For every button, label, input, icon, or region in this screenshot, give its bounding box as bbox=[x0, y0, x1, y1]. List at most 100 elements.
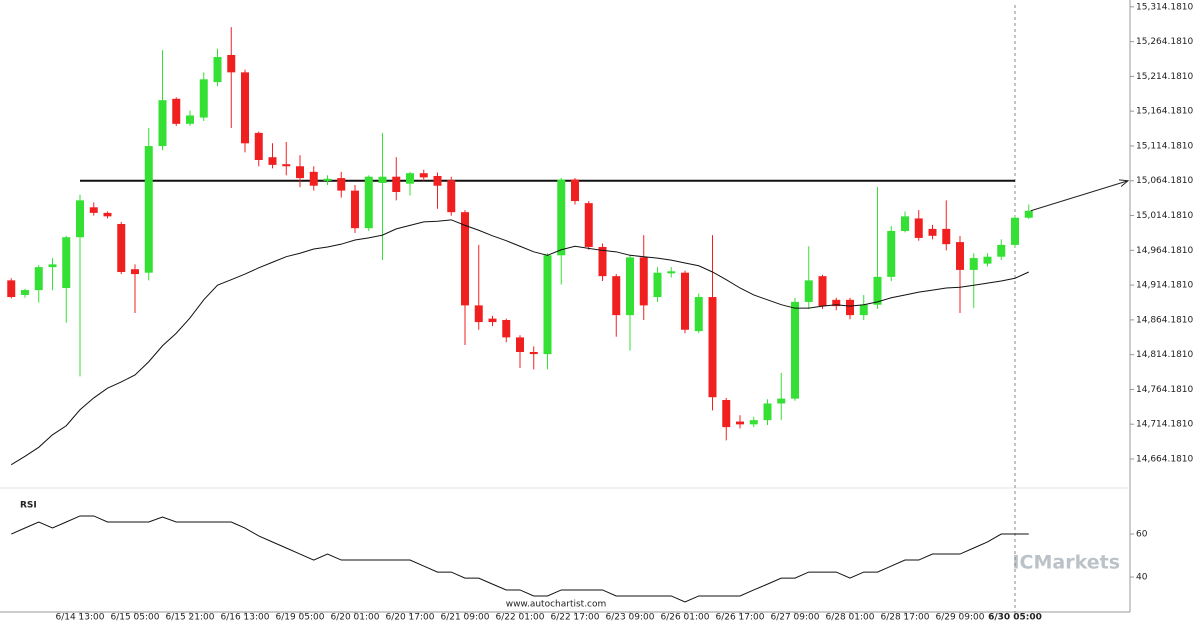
candle-body bbox=[34, 267, 43, 291]
candle-body bbox=[736, 421, 744, 425]
x-tick-label: 6/22 01:00 bbox=[495, 613, 544, 623]
candle-body bbox=[172, 98, 181, 124]
x-tick-label: 6/22 17:00 bbox=[550, 613, 599, 623]
candle-body bbox=[21, 290, 29, 295]
x-tick-label: 6/15 21:00 bbox=[165, 613, 214, 623]
x-tick-label: 6/16 13:00 bbox=[220, 613, 269, 623]
x-tick-label: 6/28 17:00 bbox=[880, 613, 929, 623]
watermark: ICMarkets bbox=[1012, 552, 1120, 574]
y-tick-label: 14,814.1810 bbox=[1136, 350, 1194, 360]
rsi-line bbox=[11, 515, 1029, 603]
x-tick-label: 6/26 17:00 bbox=[715, 613, 764, 623]
x-tick-label: 6/26 01:00 bbox=[660, 613, 709, 623]
candle-body bbox=[309, 171, 318, 186]
candle-body bbox=[777, 398, 786, 404]
candle-body bbox=[763, 403, 772, 421]
y-tick-label: 14,664.1810 bbox=[1136, 455, 1194, 465]
y-tick-label: 14,764.1810 bbox=[1136, 385, 1194, 395]
x-tick-label: 6/30 05:00 bbox=[988, 613, 1042, 623]
y-tick-label: 15,014.1810 bbox=[1136, 211, 1194, 221]
x-tick-label: 6/20 01:00 bbox=[330, 613, 379, 623]
y-tick-label: 14,864.1810 bbox=[1136, 315, 1194, 325]
candle-body bbox=[529, 352, 538, 355]
candle-body bbox=[722, 400, 731, 428]
candle-body bbox=[956, 242, 964, 270]
source: www.autochartist.com bbox=[506, 600, 607, 610]
candle-body bbox=[859, 304, 868, 316]
candle-body bbox=[708, 297, 717, 398]
x-tick-label: 6/27 09:00 bbox=[770, 613, 819, 623]
candle-body bbox=[543, 255, 552, 355]
candle-body bbox=[832, 299, 841, 307]
x-tick-label: 6/20 17:00 bbox=[385, 613, 434, 623]
candle-body bbox=[804, 280, 813, 302]
candle-body bbox=[144, 146, 153, 273]
candle-body bbox=[117, 224, 126, 272]
candle-body bbox=[571, 179, 579, 202]
candle-body bbox=[186, 115, 194, 124]
candle-body bbox=[667, 271, 676, 274]
candle-body bbox=[516, 337, 524, 352]
candle-body bbox=[791, 301, 799, 399]
candle-body bbox=[337, 178, 346, 191]
candle-body bbox=[612, 276, 621, 316]
candle-body bbox=[282, 164, 291, 167]
candle-body bbox=[76, 200, 84, 238]
candle-body bbox=[351, 190, 359, 229]
candle-body bbox=[653, 272, 662, 298]
candle-body bbox=[323, 178, 332, 181]
candle-body bbox=[639, 257, 648, 306]
candle-body bbox=[227, 54, 236, 73]
candle-body bbox=[89, 207, 98, 213]
candle-body bbox=[694, 297, 703, 332]
candle-body bbox=[419, 173, 428, 178]
candle-body bbox=[213, 57, 222, 83]
candle-body bbox=[364, 176, 373, 229]
candle-body bbox=[901, 216, 909, 231]
candle-body bbox=[914, 218, 923, 238]
x-tick-label: 6/14 13:00 bbox=[55, 613, 104, 623]
candle-body bbox=[1024, 210, 1033, 218]
candle-body bbox=[584, 203, 593, 247]
candle-body bbox=[749, 420, 758, 425]
candle-body bbox=[296, 166, 304, 179]
candle-body bbox=[969, 258, 978, 270]
candle-body bbox=[433, 176, 442, 186]
candle-body bbox=[254, 132, 263, 160]
candle-body bbox=[62, 237, 71, 288]
y-tick-label: 60 bbox=[1136, 530, 1148, 540]
candle-body bbox=[942, 228, 951, 245]
y-tick-label: 15,314.1810 bbox=[1136, 2, 1194, 12]
projection-arrow bbox=[1030, 180, 1129, 212]
candle-body bbox=[158, 100, 167, 147]
candle-body bbox=[447, 180, 456, 213]
candle-body bbox=[873, 276, 882, 305]
candle-body bbox=[378, 176, 387, 183]
candle-body bbox=[626, 257, 634, 316]
candle-body bbox=[474, 305, 483, 323]
x-tick-label: 6/23 09:00 bbox=[605, 613, 654, 623]
y-tick-label: 14,714.1810 bbox=[1136, 420, 1194, 430]
y-tick-label: 15,164.1810 bbox=[1136, 107, 1194, 117]
candle-body bbox=[48, 264, 57, 268]
y-tick-label: 14,914.1810 bbox=[1136, 281, 1194, 291]
y-tick-label: 15,114.1810 bbox=[1136, 141, 1194, 151]
y-tick-label: 15,214.1810 bbox=[1136, 72, 1194, 82]
x-tick-label: 6/15 05:00 bbox=[110, 613, 159, 623]
candle-body bbox=[199, 79, 208, 118]
candle-body bbox=[997, 244, 1006, 257]
arrow-head bbox=[1118, 179, 1130, 187]
candle-body bbox=[392, 176, 401, 192]
x-tick-label: 6/29 09:00 bbox=[935, 613, 984, 623]
candle-body bbox=[461, 212, 469, 306]
candle-body bbox=[7, 280, 16, 298]
x-tick-label: 6/28 01:00 bbox=[825, 613, 874, 623]
x-tick-label: 6/19 05:00 bbox=[275, 613, 324, 623]
candle-body bbox=[983, 256, 992, 264]
candle-body bbox=[818, 276, 827, 307]
candle-body bbox=[502, 320, 511, 338]
y-tick-label: 15,064.1810 bbox=[1136, 176, 1194, 186]
y-tick-label: 14,964.1810 bbox=[1136, 246, 1194, 256]
